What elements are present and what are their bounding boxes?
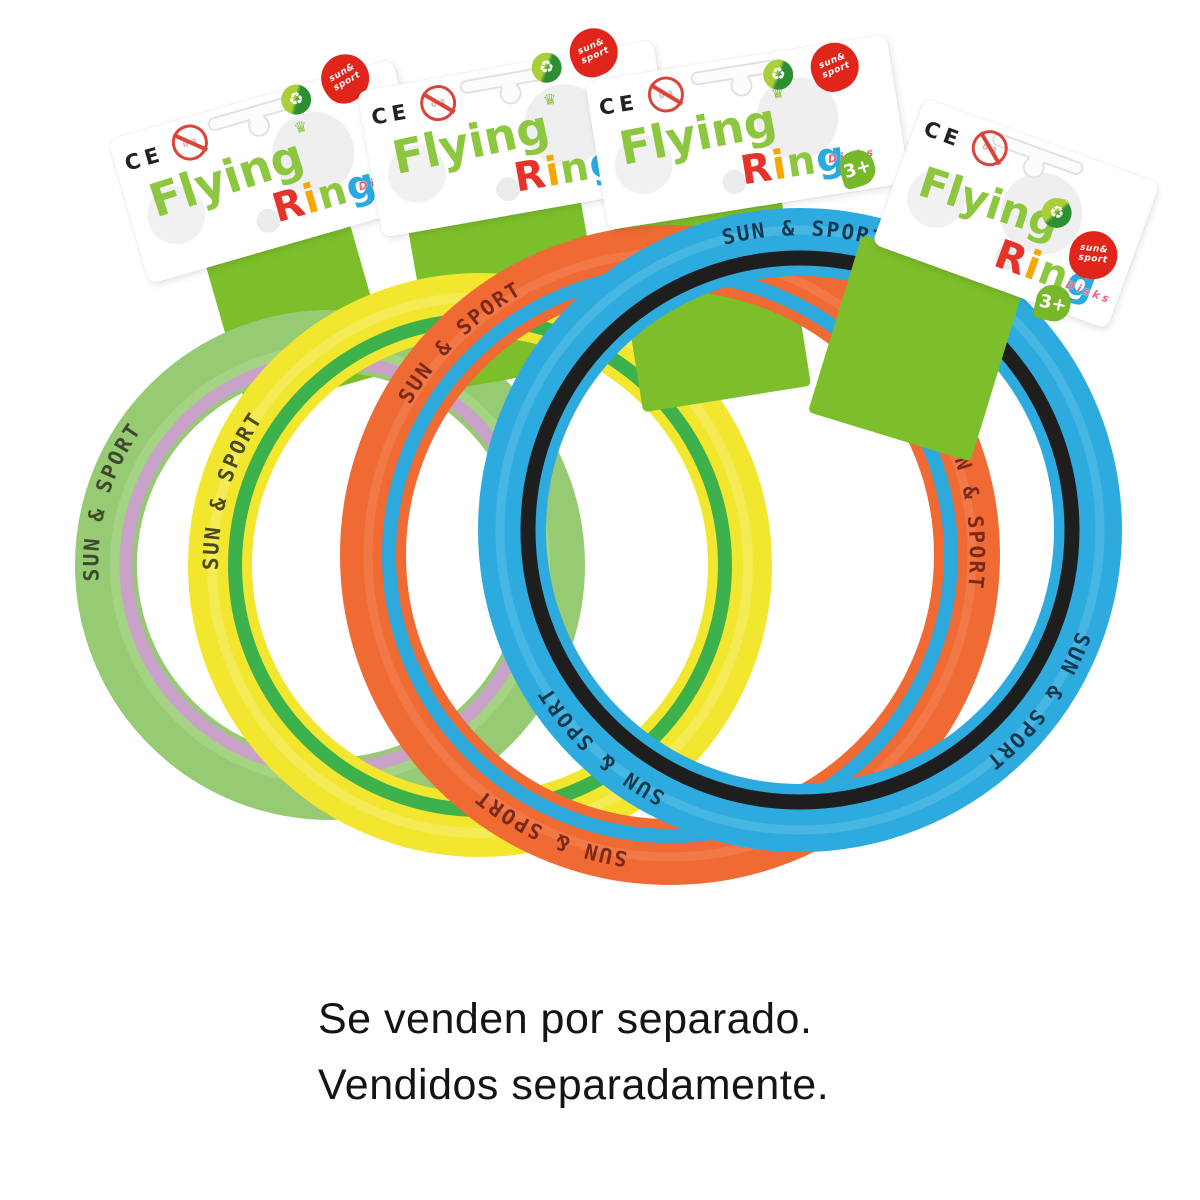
- text-arc: [98, 387, 181, 593]
- ce-mark: CE: [597, 90, 641, 120]
- ring-stripe: [119, 354, 541, 776]
- age-warning-icon: 0-3: [966, 125, 1013, 172]
- age-warning-label: 0-3: [181, 136, 199, 150]
- caption: Se venden por separado. Vendidos separad…: [318, 986, 829, 1118]
- crown-icon: ♛: [541, 89, 559, 110]
- ce-mark: CE: [920, 116, 967, 153]
- age-warning-label: 0-3: [430, 97, 447, 110]
- ring-logo-text: SUN & SPORT: [470, 785, 629, 871]
- age-warning-label: 0-3: [658, 89, 674, 101]
- sun-sport-badge: sun& sport: [562, 20, 626, 84]
- ring-band: [75, 310, 585, 820]
- text-arc: [485, 791, 628, 852]
- caption-line-2: Vendidos separadamente.: [318, 1061, 830, 1109]
- ring-logo-text: SUN & SPORT: [533, 682, 668, 810]
- ring-logo-text: SUN & SPORT: [79, 418, 146, 582]
- caption-line-1: Se venden por separado.: [318, 995, 813, 1043]
- ring-logo-text: SUN & SPORT: [199, 407, 267, 570]
- text-arc: [982, 631, 1077, 762]
- text-arc: [550, 686, 666, 793]
- age-warning-label: 0-3: [981, 141, 998, 156]
- ce-mark: CE: [369, 99, 413, 130]
- ring-logo-text: SUN & SPORT: [981, 629, 1095, 775]
- ring-highlight: [110, 345, 550, 785]
